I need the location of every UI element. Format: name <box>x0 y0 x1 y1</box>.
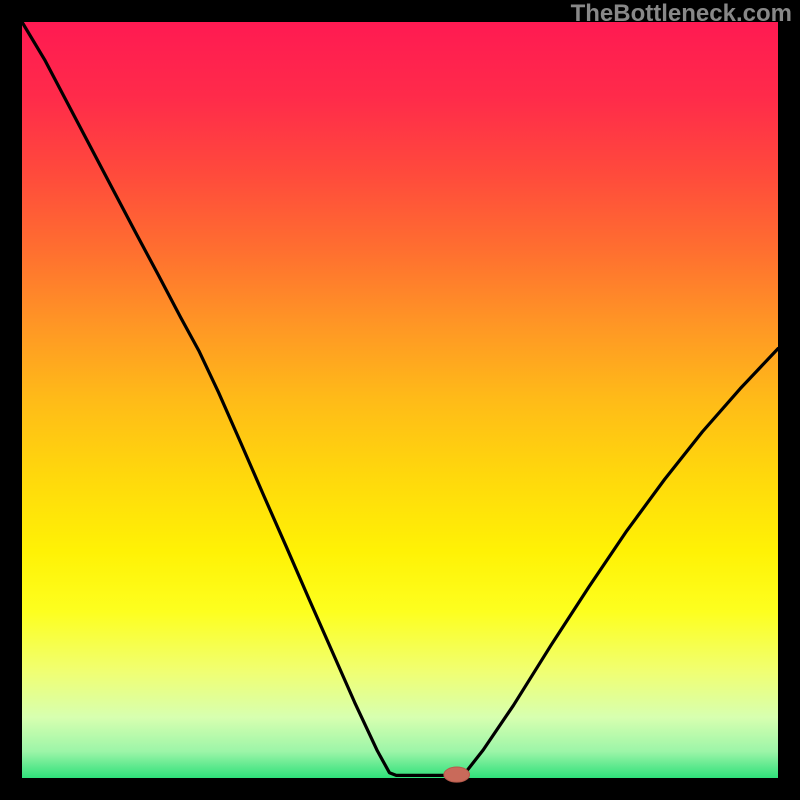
optimum-marker <box>444 767 470 782</box>
chart-background <box>22 22 778 778</box>
chart-container: TheBottleneck.com <box>0 0 800 800</box>
watermark-text: TheBottleneck.com <box>571 0 792 28</box>
bottleneck-chart <box>0 0 800 800</box>
